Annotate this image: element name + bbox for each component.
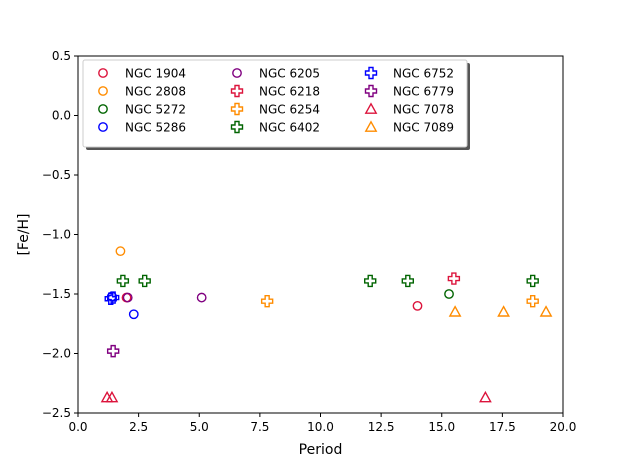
x-tick-label: 2.5 bbox=[129, 420, 148, 434]
data-point bbox=[260, 294, 274, 308]
legend-marker bbox=[98, 104, 108, 114]
data-point bbox=[444, 289, 454, 299]
y-axis-ticks: 0.5 0.0 −0.5 −1.0 −1.5 −2.0 −2.5 bbox=[42, 49, 78, 420]
y-axis-label: [Fe/H] bbox=[16, 213, 32, 255]
legend-entry: NGC 6205 bbox=[259, 67, 320, 81]
legend-marker bbox=[364, 120, 378, 132]
x-tick-label: 12.5 bbox=[368, 420, 395, 434]
data-point bbox=[106, 291, 120, 304]
data-point bbox=[526, 274, 539, 288]
x-tick-label: 5.0 bbox=[190, 420, 209, 434]
legend-entry: NGC 6752 bbox=[393, 67, 454, 81]
legend-marker bbox=[230, 102, 244, 116]
data-point bbox=[115, 246, 126, 257]
data-point bbox=[447, 272, 461, 285]
x-tick-label: 7.5 bbox=[250, 420, 269, 434]
data-point bbox=[448, 305, 462, 317]
data-point bbox=[364, 274, 377, 288]
y-tick-label: −2.5 bbox=[42, 406, 71, 420]
legend-marker bbox=[98, 122, 108, 132]
legend-marker bbox=[364, 84, 378, 98]
legend-entry: NGC 5286 bbox=[125, 121, 186, 135]
legend-entry: NGC 7089 bbox=[393, 121, 454, 135]
legend-marker bbox=[364, 66, 378, 80]
y-tick-label: −2.0 bbox=[42, 347, 71, 361]
x-tick-label: 0.0 bbox=[68, 420, 87, 434]
data-point bbox=[196, 292, 207, 303]
legend-entry: NGC 6779 bbox=[393, 85, 454, 99]
y-tick-label: −1.5 bbox=[42, 287, 71, 301]
data-point bbox=[412, 300, 423, 311]
y-tick-label: 0.5 bbox=[52, 49, 71, 63]
data-point bbox=[105, 390, 119, 403]
legend-box bbox=[82, 59, 468, 148]
data-point bbox=[138, 274, 151, 288]
x-tick-label: 20.0 bbox=[550, 420, 577, 434]
data-point bbox=[497, 305, 510, 317]
legend: NGC 1904 NGC 2808 NGC 5272 NGC 5286 NGC 6205… bbox=[82, 59, 470, 150]
legend-marker bbox=[364, 102, 378, 114]
legend-marker bbox=[230, 84, 244, 98]
x-axis-label: Period bbox=[299, 442, 343, 458]
legend-entry: NGC 7078 bbox=[393, 103, 454, 117]
y-tick-label: −0.5 bbox=[42, 168, 71, 182]
data-point bbox=[479, 390, 492, 403]
data-point bbox=[116, 274, 130, 288]
legend-marker bbox=[230, 120, 244, 134]
data-point bbox=[526, 294, 539, 308]
legend-entry: NGC 6254 bbox=[259, 103, 320, 117]
legend-marker bbox=[98, 86, 108, 96]
data-point bbox=[122, 292, 133, 303]
legend-entry: NGC 5272 bbox=[125, 103, 186, 117]
legend-entry: NGC 6218 bbox=[259, 85, 320, 99]
x-tick-label: 10.0 bbox=[307, 420, 334, 434]
legend-entry: NGC 1904 bbox=[125, 67, 186, 81]
legend-entry: NGC 2808 bbox=[125, 85, 186, 99]
legend-entry: NGC 6402 bbox=[259, 121, 320, 135]
legend-marker bbox=[98, 68, 108, 78]
data-point bbox=[104, 292, 117, 305]
data-point bbox=[128, 309, 139, 320]
legend-marker bbox=[232, 68, 242, 78]
y-tick-label: 0.0 bbox=[52, 109, 71, 123]
x-axis-ticks: 0.0 2.5 5.0 7.5 10.0 12.5 15.0 17.5 20.0 bbox=[68, 413, 576, 434]
x-tick-label: 15.0 bbox=[428, 420, 455, 434]
data-point bbox=[401, 274, 414, 288]
x-tick-label: 17.5 bbox=[489, 420, 516, 434]
data-point bbox=[539, 305, 553, 317]
data-point bbox=[106, 344, 120, 358]
y-tick-label: −1.0 bbox=[42, 228, 71, 242]
data-marks bbox=[100, 246, 553, 403]
